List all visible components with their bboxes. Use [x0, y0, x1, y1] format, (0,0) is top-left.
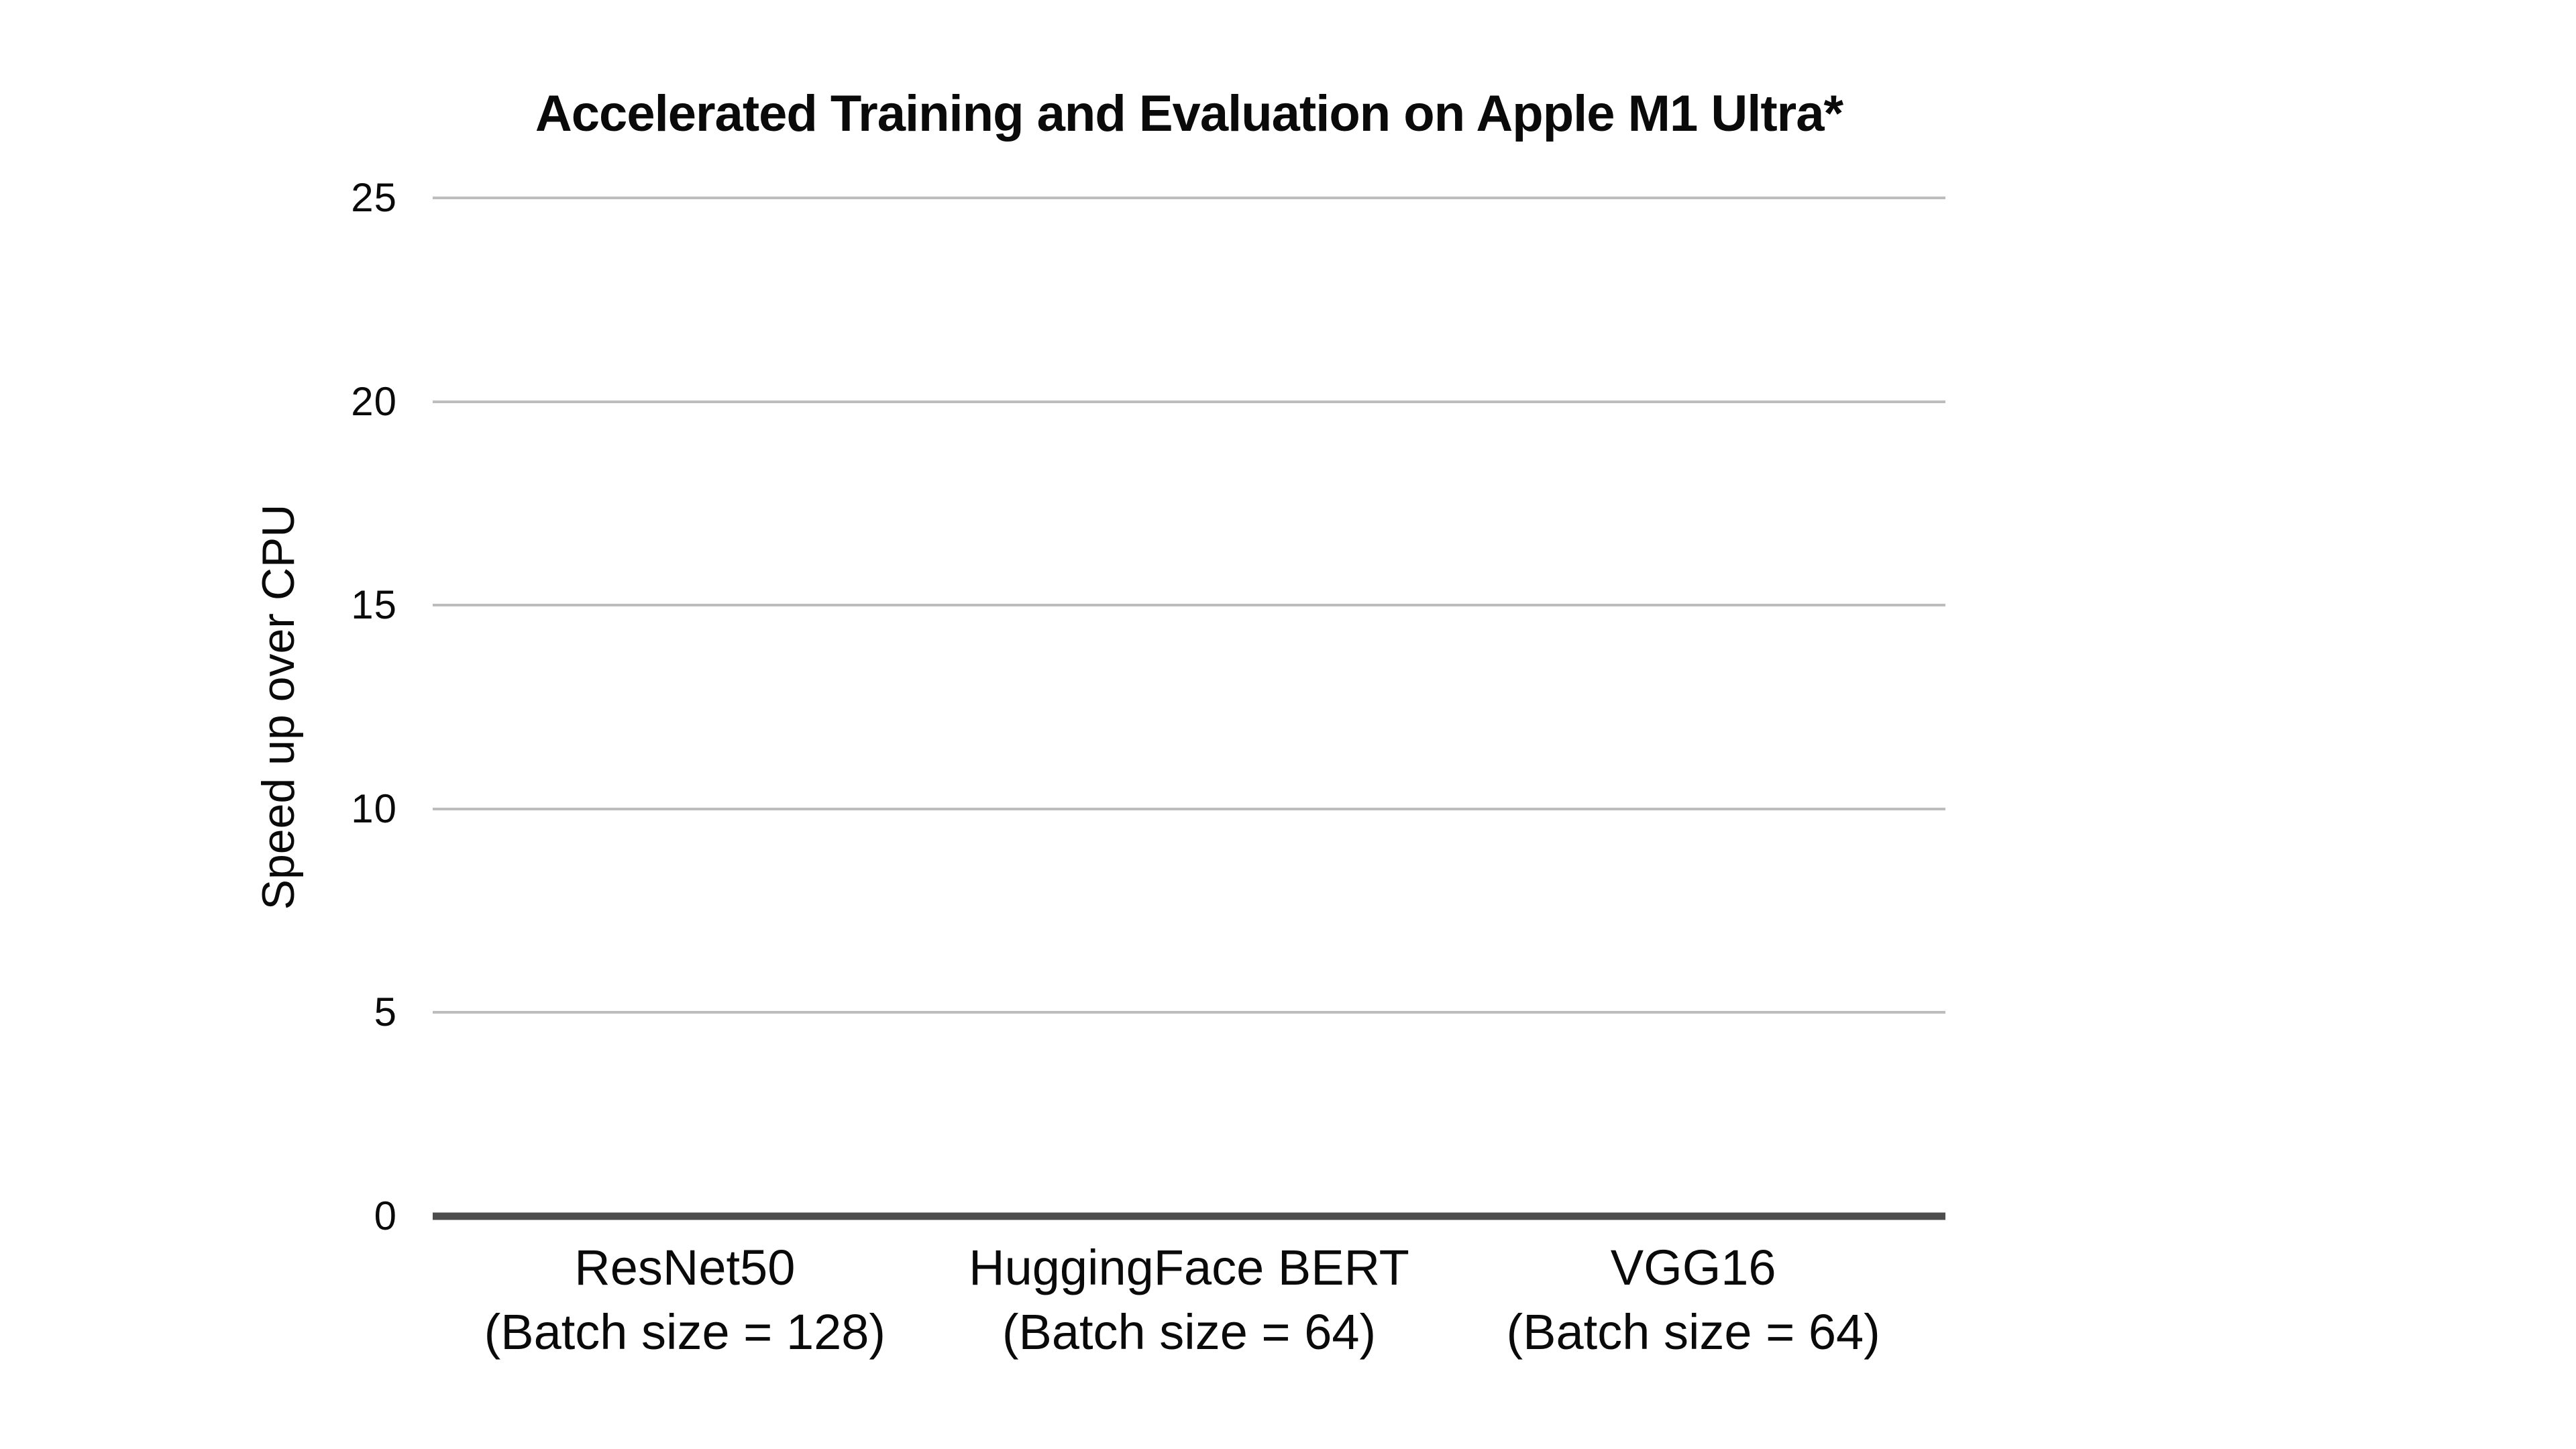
x-category-batch-size: (Batch size = 128) — [484, 1304, 886, 1360]
y-axis-tick-labels: 25 20 15 10 5 0 — [0, 178, 397, 1236]
gridline-y-25 — [433, 197, 1945, 199]
y-tick-label: 0 — [374, 1193, 397, 1238]
bar-band-2 — [1441, 198, 1945, 1216]
x-category-label: VGG16 (Batch size = 64) — [1441, 1236, 1945, 1364]
gridline-y-5 — [433, 1011, 1945, 1014]
plot-area — [433, 197, 1945, 1220]
bar-band-0 — [433, 198, 937, 1216]
x-category-batch-size: (Batch size = 64) — [1002, 1304, 1377, 1360]
gridline-y-20 — [433, 400, 1945, 403]
x-category-name: HuggingFace BERT — [969, 1240, 1409, 1295]
y-tick-label: 5 — [374, 989, 397, 1035]
bars-container — [433, 198, 1945, 1216]
gridline-y-10 — [433, 807, 1945, 810]
x-category-label: HuggingFace BERT (Batch size = 64) — [937, 1236, 1442, 1364]
x-axis-labels: ResNet50 (Batch size = 128) HuggingFace BE… — [433, 1236, 1945, 1364]
x-axis-line — [433, 1212, 1945, 1220]
x-category-batch-size: (Batch size = 64) — [1506, 1304, 1880, 1360]
x-category-name: ResNet50 — [574, 1240, 796, 1295]
bar-band-1 — [937, 198, 1442, 1216]
y-tick-label: 15 — [351, 582, 397, 628]
y-tick-label: 20 — [351, 378, 397, 424]
gridline-y-15 — [433, 604, 1945, 607]
x-category-label: ResNet50 (Batch size = 128) — [433, 1236, 937, 1364]
x-category-name: VGG16 — [1610, 1240, 1776, 1295]
y-tick-label: 10 — [351, 786, 397, 831]
chart-title: Accelerated Training and Evaluation on A… — [535, 85, 1843, 142]
y-tick-label: 25 — [351, 175, 397, 220]
